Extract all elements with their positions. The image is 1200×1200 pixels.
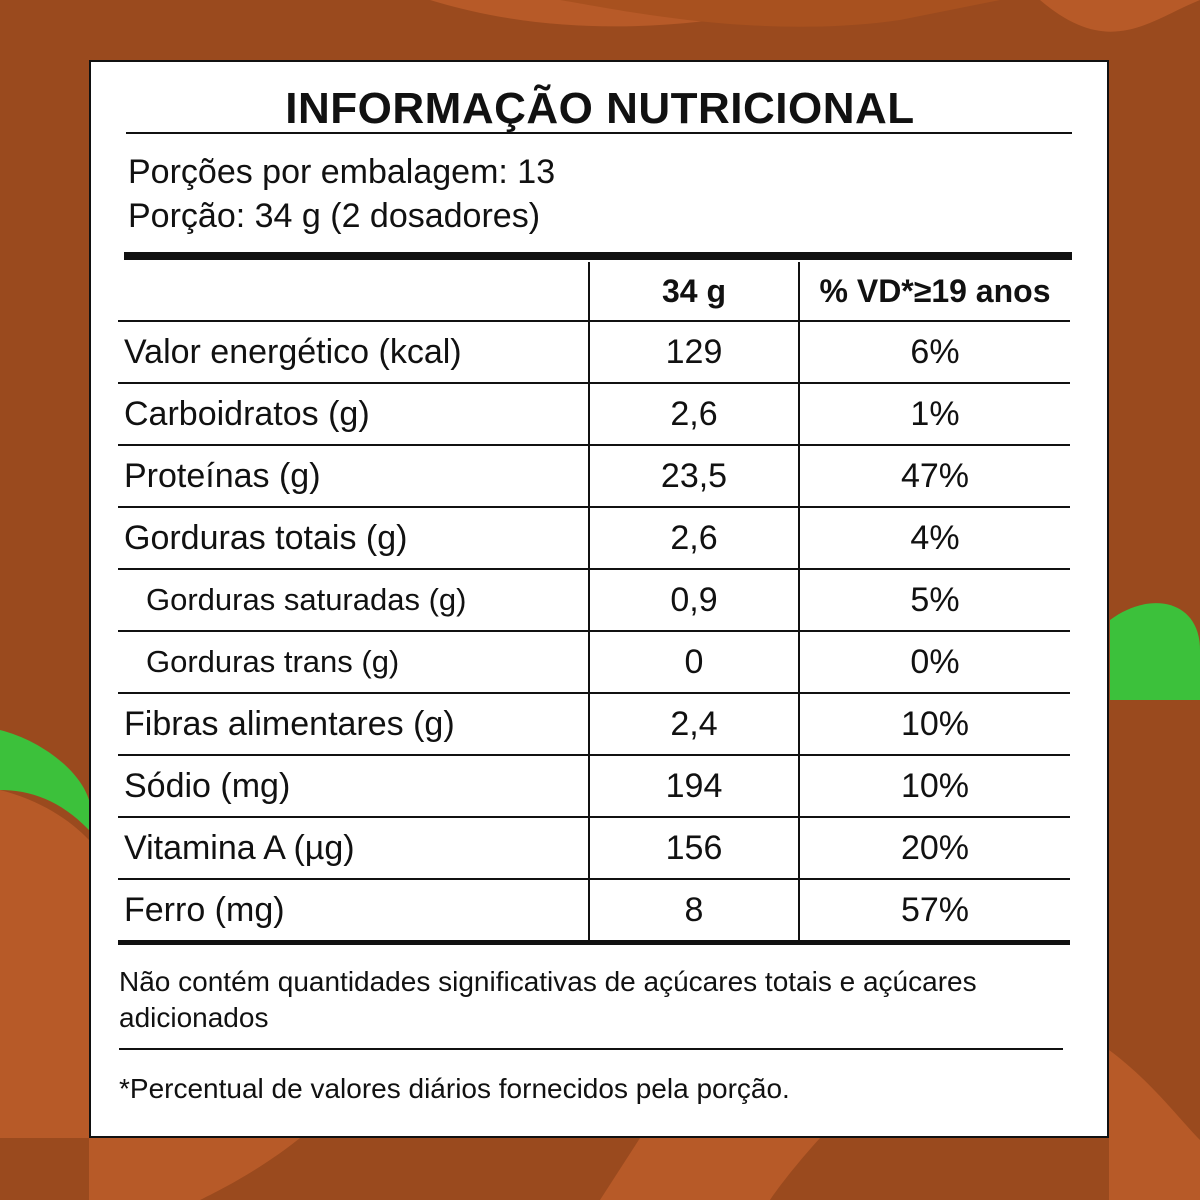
servings-per-package: Porções por embalagem: 13 xyxy=(128,153,556,191)
nutrient-name: Proteínas (g) xyxy=(118,445,589,508)
table-row: Gorduras trans (g) 0 0% xyxy=(118,631,1070,694)
nutrient-dv: 10% xyxy=(798,755,1070,818)
nutrient-name: Vitamina A (µg) xyxy=(118,817,589,880)
table-row: Gorduras totais (g) 2,6 4% xyxy=(118,507,1070,570)
table-header-row: 34 g % VD*≥19 anos xyxy=(118,262,1070,322)
nutrient-dv: 1% xyxy=(798,383,1070,446)
amount-column-header: 34 g xyxy=(588,262,799,322)
table-row: Ferro (mg) 8 57% xyxy=(118,879,1070,945)
table-row: Fibras alimentares (g) 2,4 10% xyxy=(118,693,1070,756)
notes-divider xyxy=(119,1048,1063,1050)
nutrient-name: Fibras alimentares (g) xyxy=(118,693,589,756)
nutrient-amount: 2,6 xyxy=(588,383,799,446)
nutrient-name: Gorduras saturadas (g) xyxy=(118,569,589,632)
table-row: Vitamina A (µg) 156 20% xyxy=(118,817,1070,880)
nutrition-table: 34 g % VD*≥19 anos Valor energético (kca… xyxy=(118,262,1070,945)
table-row: Valor energético (kcal) 129 6% xyxy=(118,321,1070,384)
nutrient-dv: 4% xyxy=(798,507,1070,570)
footnote: *Percentual de valores diários fornecido… xyxy=(119,1073,790,1104)
nutrient-amount: 2,4 xyxy=(588,693,799,756)
nutrient-amount: 8 xyxy=(588,879,799,945)
nutrient-name: Ferro (mg) xyxy=(118,879,589,945)
nutrient-amount: 0,9 xyxy=(588,569,799,632)
dv-column-header: % VD*≥19 anos xyxy=(798,262,1070,322)
nutrient-dv: 5% xyxy=(798,569,1070,632)
nutrient-amount: 194 xyxy=(588,755,799,818)
nutrient-amount: 129 xyxy=(588,321,799,384)
nutrient-dv: 0% xyxy=(798,631,1070,694)
nutrient-column-header xyxy=(118,262,589,322)
nutrient-amount: 0 xyxy=(588,631,799,694)
nutrient-dv: 20% xyxy=(798,817,1070,880)
table-row: Proteínas (g) 23,5 47% xyxy=(118,445,1070,508)
nutrient-name: Gorduras trans (g) xyxy=(118,631,589,694)
nutrient-name: Sódio (mg) xyxy=(118,755,589,818)
nutrient-name: Gorduras totais (g) xyxy=(118,507,589,570)
header-thick-divider xyxy=(124,252,1072,260)
nutrient-amount: 2,6 xyxy=(588,507,799,570)
table-row: Sódio (mg) 194 10% xyxy=(118,755,1070,818)
table-row: Gorduras saturadas (g) 0,9 5% xyxy=(118,569,1070,632)
nutrient-amount: 156 xyxy=(588,817,799,880)
nutrient-dv: 47% xyxy=(798,445,1070,508)
table-row: Carboidratos (g) 2,6 1% xyxy=(118,383,1070,446)
nutrient-name: Carboidratos (g) xyxy=(118,383,589,446)
nutrient-dv: 57% xyxy=(798,879,1070,945)
title-divider xyxy=(126,132,1072,134)
nutrient-name: Valor energético (kcal) xyxy=(118,321,589,384)
nutrient-dv: 10% xyxy=(798,693,1070,756)
sugar-note: Não contém quantidades significativas de… xyxy=(119,966,977,1033)
serving-size: Porção: 34 g (2 dosadores) xyxy=(128,197,541,235)
nutrient-dv: 6% xyxy=(798,321,1070,384)
nutrient-amount: 23,5 xyxy=(588,445,799,508)
label-title: INFORMAÇÃO NUTRICIONAL xyxy=(285,84,915,133)
